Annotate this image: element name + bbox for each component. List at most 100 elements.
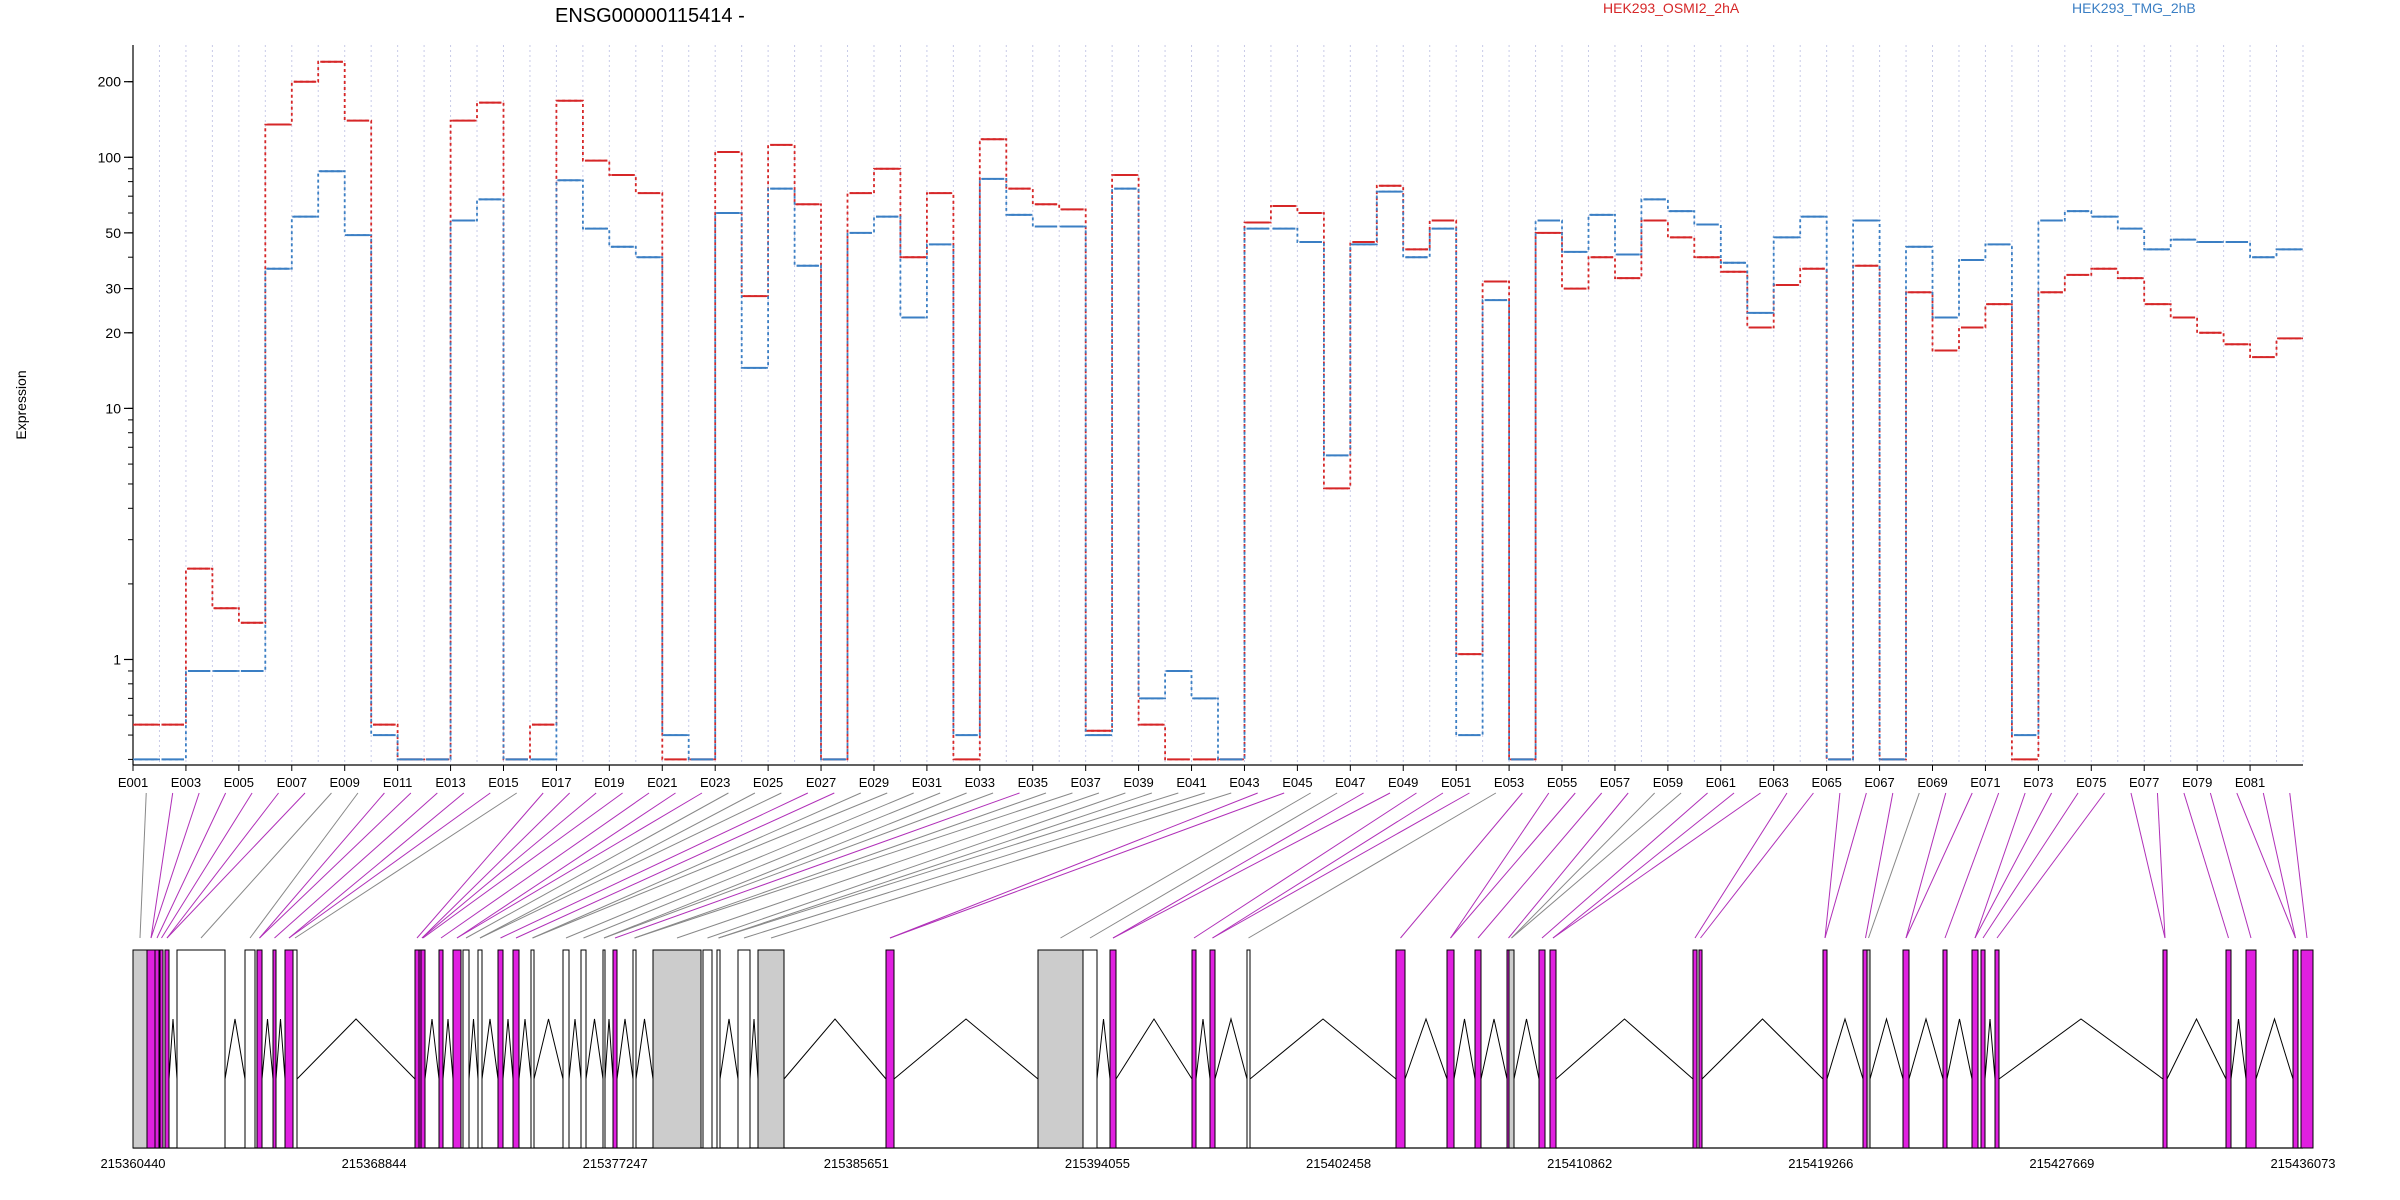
exon-block <box>176 949 226 1149</box>
intron-connector <box>1214 1017 1248 1080</box>
exon-block <box>2245 949 2257 1149</box>
exon-connector <box>2183 792 2229 939</box>
exon-block <box>292 949 298 1149</box>
coordinate-label: 215360440 <box>100 1156 165 1171</box>
x-tick-label: E081 <box>2235 775 2265 790</box>
exon-connector <box>1944 792 2000 939</box>
exon-connector <box>1694 792 1788 939</box>
x-tick-label: E065 <box>1811 775 1841 790</box>
intron-connector <box>783 1018 887 1080</box>
exon-connector <box>1905 792 1973 939</box>
x-tick-label: E003 <box>171 775 201 790</box>
exon-connector <box>274 792 438 939</box>
y-tick-label: 50 <box>105 225 121 241</box>
intron-connector <box>1513 1018 1540 1080</box>
exon-connector <box>1508 792 1629 939</box>
coordinate-label: 215394055 <box>1065 1156 1130 1171</box>
exon-connector <box>889 792 1285 939</box>
exon-connector <box>1905 792 1947 939</box>
x-tick-label: E033 <box>965 775 995 790</box>
intron-connector <box>893 1018 1039 1080</box>
intron-connector <box>585 1018 604 1080</box>
exon-tick-labels: E001 E003 E005 E007 E009 E011 E013 E015 E017 E019… <box>118 765 2265 790</box>
series-lines <box>133 60 2303 761</box>
exon-connector <box>1974 792 2026 939</box>
x-tick-label: E035 <box>1018 775 1048 790</box>
intron-connector <box>1195 1018 1211 1080</box>
intron-connector <box>1826 1017 1864 1080</box>
intron-connector <box>518 1018 532 1080</box>
coordinate-label: 215377247 <box>583 1156 648 1171</box>
x-tick-label: E063 <box>1759 775 1789 790</box>
exon-block <box>1971 949 1979 1149</box>
x-tick-label: E047 <box>1335 775 1365 790</box>
x-tick-label: E001 <box>118 775 148 790</box>
exon-connector <box>150 792 200 939</box>
intron-connector <box>604 1018 614 1080</box>
intron-connector <box>261 1018 274 1080</box>
exon-block <box>1191 949 1197 1149</box>
exon-block <box>420 949 426 1149</box>
x-tick-label: E055 <box>1547 775 1577 790</box>
x-tick-label: E023 <box>700 775 730 790</box>
exon-connector <box>2156 792 2166 939</box>
legend-entry-osmi2: HEK293_OSMI2_2hA <box>1603 0 1740 16</box>
exon-connector <box>532 792 861 939</box>
exon-connector <box>889 792 1258 939</box>
exon-block <box>1109 949 1117 1149</box>
exon-connector <box>565 792 914 939</box>
exon-block <box>1866 949 1871 1149</box>
exon-block <box>652 949 702 1149</box>
exon-connector <box>583 792 941 939</box>
series-1 <box>133 170 2303 761</box>
exon-block <box>1508 949 1515 1149</box>
exon-block <box>497 949 504 1149</box>
exon-block <box>1980 949 1986 1149</box>
intron-connector <box>502 1018 514 1080</box>
coordinate-label: 215410862 <box>1547 1156 1612 1171</box>
exon-connector <box>1060 792 1311 939</box>
x-tick-label: E061 <box>1706 775 1736 790</box>
exon-block <box>716 949 721 1149</box>
intron-connector <box>616 1018 634 1080</box>
exon-block <box>154 949 160 1149</box>
intron-connector <box>2255 1017 2294 1080</box>
exon-connector <box>1865 792 1894 939</box>
exon-connector <box>1552 792 1761 939</box>
exon-connector <box>166 792 306 939</box>
y-tick-label: 20 <box>105 325 121 341</box>
intron-connector <box>568 1018 582 1080</box>
exon-block <box>2225 949 2232 1149</box>
exon-connector <box>2130 792 2166 939</box>
exon-block <box>1446 949 1455 1149</box>
exon-connector <box>515 792 835 939</box>
exon-connector <box>1248 792 1497 939</box>
exon-connector <box>166 792 279 939</box>
exon-connector <box>422 792 623 939</box>
exon-connector <box>770 792 1232 939</box>
coordinate-label: 215402458 <box>1306 1156 1371 1171</box>
exon-block <box>2300 949 2314 1149</box>
x-tick-label: E067 <box>1864 775 1894 790</box>
exon-block <box>1902 949 1910 1149</box>
exon-connector <box>614 792 1020 939</box>
intron-connector <box>2230 1018 2247 1080</box>
coordinate-label: 215368844 <box>342 1156 407 1171</box>
exon-connector <box>2289 792 2308 939</box>
exon-block <box>512 949 520 1149</box>
exon-connector <box>2209 792 2252 939</box>
x-tick-label: E029 <box>859 775 889 790</box>
exon-connector <box>1193 792 1417 939</box>
exon-connector <box>1212 792 1444 939</box>
exon-connector <box>456 792 703 939</box>
intron-connector <box>1480 1018 1508 1080</box>
exon-block <box>1692 949 1698 1149</box>
intron-connector <box>1115 1018 1193 1080</box>
x-tick-label: E007 <box>277 775 307 790</box>
exon-connector <box>465 792 729 939</box>
x-tick-label: E071 <box>1970 775 2000 790</box>
x-tick-label: E075 <box>2076 775 2106 790</box>
intron-connector <box>1701 1018 1824 1080</box>
x-tick-label: E005 <box>224 775 254 790</box>
exon-connector <box>676 792 1100 939</box>
